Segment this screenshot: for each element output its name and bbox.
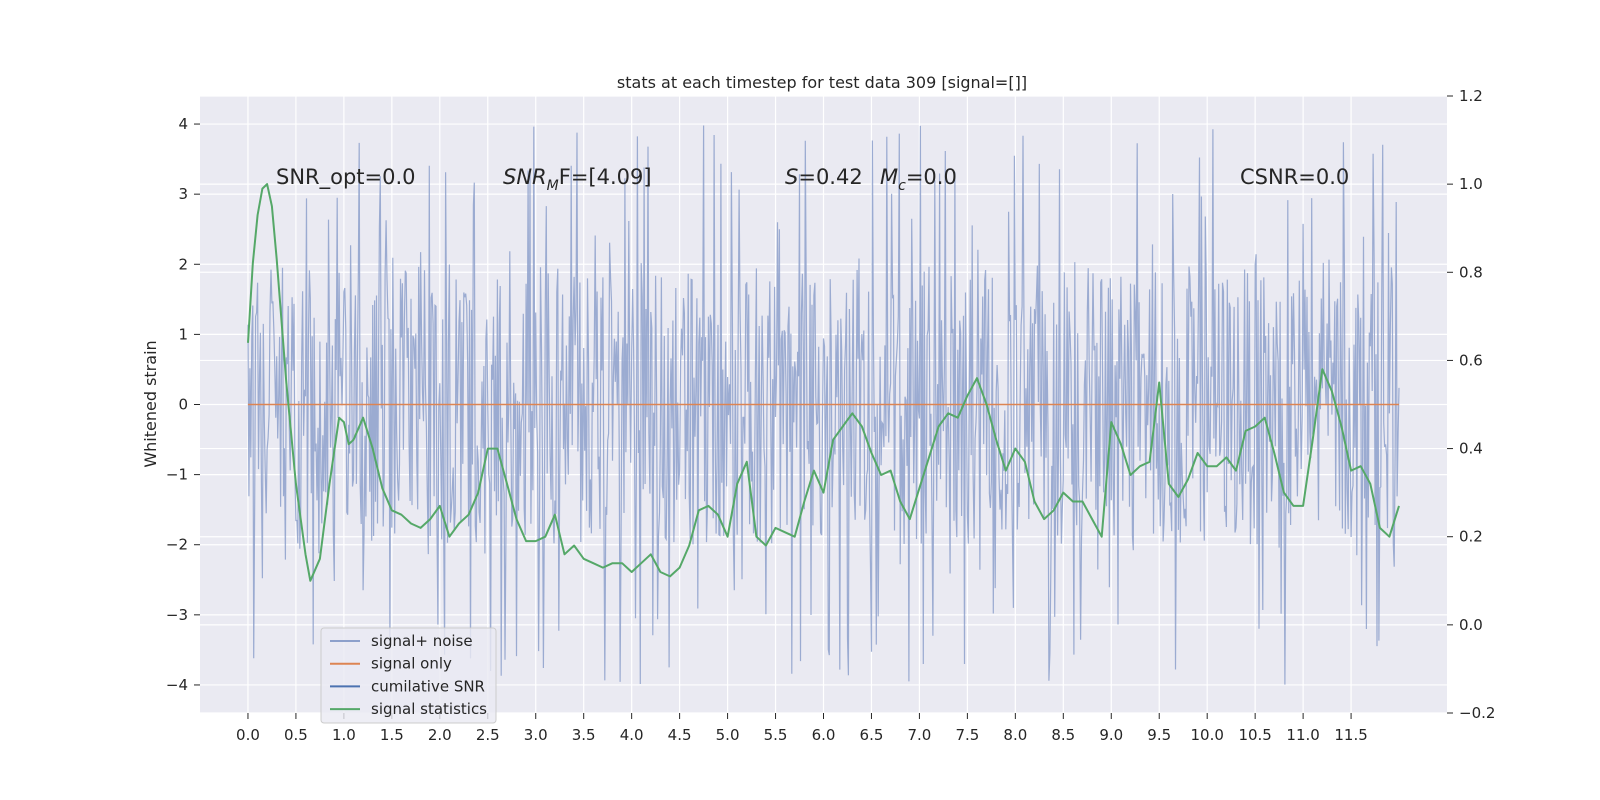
y2-tick-label: 0.8 xyxy=(1459,263,1483,281)
x-tick-label: 8.5 xyxy=(1051,726,1075,744)
legend-box xyxy=(320,627,497,724)
x-tick-label: 1.5 xyxy=(380,726,404,744)
y-tick-label: 2 xyxy=(178,255,188,273)
y-axis-label: Whitened strain xyxy=(141,340,160,467)
y2-tick-label: 1.0 xyxy=(1459,175,1483,193)
s-annotation: S=0.42 xyxy=(785,165,863,189)
x-tick-label: 10.0 xyxy=(1190,726,1223,744)
legend-label: signal statistics xyxy=(371,700,487,718)
x-tick-label: 1.0 xyxy=(332,726,356,744)
csnr-annotation: CSNR=0.0 xyxy=(1240,165,1349,189)
y-tick-label: −4 xyxy=(166,676,188,694)
legend-label: signal only xyxy=(371,655,452,673)
signal-noise-line xyxy=(247,125,1400,685)
legend-label: signal+ noise xyxy=(371,632,473,650)
x-tick-label: 4.5 xyxy=(668,726,692,744)
x-tick-label: 6.5 xyxy=(860,726,884,744)
line-series xyxy=(247,183,1400,582)
snr-mf-value: F=[4.09] xyxy=(559,165,652,189)
x-tick-label: 10.5 xyxy=(1238,726,1271,744)
x-tick-label: 7.0 xyxy=(907,726,931,744)
y2-tick-label: 0.6 xyxy=(1459,351,1483,369)
y-tick-label: 0 xyxy=(178,396,188,414)
s-value: =0.42 xyxy=(798,165,862,189)
legend-label: cumilative SNR xyxy=(371,677,485,695)
chart-title: stats at each timestep for test data 309… xyxy=(617,73,1027,92)
y2-tick-label: 0.2 xyxy=(1459,528,1483,546)
snr-opt-annotation: SNR_opt=0.0 xyxy=(276,165,416,190)
y2-tick-label: −0.2 xyxy=(1459,704,1495,722)
y-tick-label: −3 xyxy=(166,606,188,624)
left-axis: −4 −3 −2 −1 0 1 2 3 4 xyxy=(166,115,200,694)
x-tick-label: 4.0 xyxy=(620,726,644,744)
mc-annotation: Mc=0.0 xyxy=(880,165,957,194)
snr-mf-main: SNR xyxy=(503,165,547,189)
x-tick-label: 11.0 xyxy=(1286,726,1319,744)
s-label: S xyxy=(785,165,798,189)
signal-statistics-line xyxy=(247,183,1400,582)
x-tick-label: 11.5 xyxy=(1334,726,1367,744)
x-tick-label: 0.5 xyxy=(284,726,308,744)
x-tick-label: 5.5 xyxy=(764,726,788,744)
y2-tick-label: 1.2 xyxy=(1459,87,1483,105)
x-tick-label: 3.5 xyxy=(572,726,596,744)
y-tick-label: −2 xyxy=(166,536,188,554)
noise-series xyxy=(247,125,1400,685)
mc-value: =0.0 xyxy=(906,165,957,189)
x-tick-label: 8.0 xyxy=(1003,726,1027,744)
y2-tick-label: 0.0 xyxy=(1459,616,1483,634)
x-tick-label: 6.0 xyxy=(812,726,836,744)
right-axis: −0.2 0.0 0.2 0.4 0.6 0.8 1.0 1.2 xyxy=(1447,87,1495,722)
x-tick-label: 2.0 xyxy=(428,726,452,744)
x-tick-label: 2.5 xyxy=(476,726,500,744)
y-tick-label: −1 xyxy=(166,466,188,484)
x-axis: 0.0 0.5 1.0 1.5 2.0 2.5 3.0 3.5 4.0 4.5 5.0 5.5 6.0 6… xyxy=(236,713,1368,744)
y-tick-label: 3 xyxy=(178,185,188,203)
legend-entries: signal+ noise signal only cumilative SNR si… xyxy=(330,632,487,718)
mc-subscript: c xyxy=(898,178,906,194)
y-tick-label: 4 xyxy=(178,115,188,133)
x-tick-label: 9.5 xyxy=(1147,726,1171,744)
mc-label: M xyxy=(880,165,898,189)
x-tick-label: 5.0 xyxy=(716,726,740,744)
x-tick-label: 0.0 xyxy=(236,726,260,744)
snr-mf-subscript: M xyxy=(547,178,559,194)
x-tick-label: 7.5 xyxy=(955,726,979,744)
snr-mf-annotation: SNRMF=[4.09] xyxy=(503,165,652,194)
x-tick-label: 9.0 xyxy=(1099,726,1123,744)
x-tick-label: 3.0 xyxy=(524,726,548,744)
legend: signal+ noise signal only cumilative SNR si… xyxy=(320,627,497,724)
y-tick-label: 1 xyxy=(178,325,188,343)
y2-tick-label: 0.4 xyxy=(1459,440,1483,458)
